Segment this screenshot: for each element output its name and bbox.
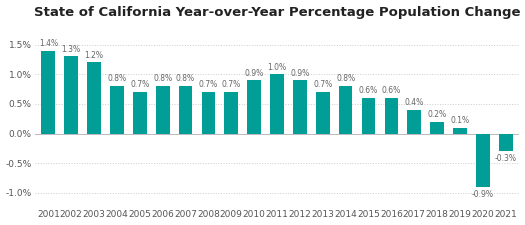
Bar <box>133 92 146 134</box>
Text: 0.6%: 0.6% <box>359 86 378 95</box>
Bar <box>499 134 512 151</box>
Text: -0.3%: -0.3% <box>495 154 517 163</box>
Bar <box>362 98 375 134</box>
Bar <box>407 110 421 134</box>
Text: 0.9%: 0.9% <box>290 69 310 78</box>
Bar <box>178 86 192 134</box>
Bar <box>316 92 330 134</box>
Text: 0.8%: 0.8% <box>153 74 172 83</box>
Text: 0.7%: 0.7% <box>199 80 218 89</box>
Bar <box>476 134 490 187</box>
Text: 0.2%: 0.2% <box>427 110 447 119</box>
Bar <box>339 86 352 134</box>
Text: 1.2%: 1.2% <box>85 51 103 60</box>
Text: 0.8%: 0.8% <box>107 74 127 83</box>
Bar <box>384 98 398 134</box>
Text: -0.9%: -0.9% <box>472 190 494 199</box>
Bar <box>156 86 170 134</box>
Bar <box>270 74 284 134</box>
Text: 0.8%: 0.8% <box>176 74 195 83</box>
Text: 0.6%: 0.6% <box>382 86 401 95</box>
Bar <box>65 56 78 134</box>
Text: 0.9%: 0.9% <box>245 69 264 78</box>
Text: 1.3%: 1.3% <box>61 45 81 54</box>
Text: 1.4%: 1.4% <box>39 39 58 48</box>
Bar <box>430 122 444 134</box>
Bar <box>224 92 238 134</box>
Title: State of California Year-over-Year Percentage Population Change: State of California Year-over-Year Perce… <box>34 6 520 18</box>
Text: 0.7%: 0.7% <box>222 80 241 89</box>
Bar <box>202 92 215 134</box>
Bar <box>110 86 124 134</box>
Text: 0.1%: 0.1% <box>450 116 469 125</box>
Text: 1.0%: 1.0% <box>267 63 287 72</box>
Bar <box>247 80 261 134</box>
Bar <box>293 80 307 134</box>
Bar <box>453 128 467 134</box>
Text: 0.8%: 0.8% <box>336 74 355 83</box>
Text: 0.4%: 0.4% <box>405 98 424 107</box>
Bar <box>87 62 101 134</box>
Bar <box>41 51 55 134</box>
Text: 0.7%: 0.7% <box>313 80 332 89</box>
Text: 0.7%: 0.7% <box>130 80 150 89</box>
